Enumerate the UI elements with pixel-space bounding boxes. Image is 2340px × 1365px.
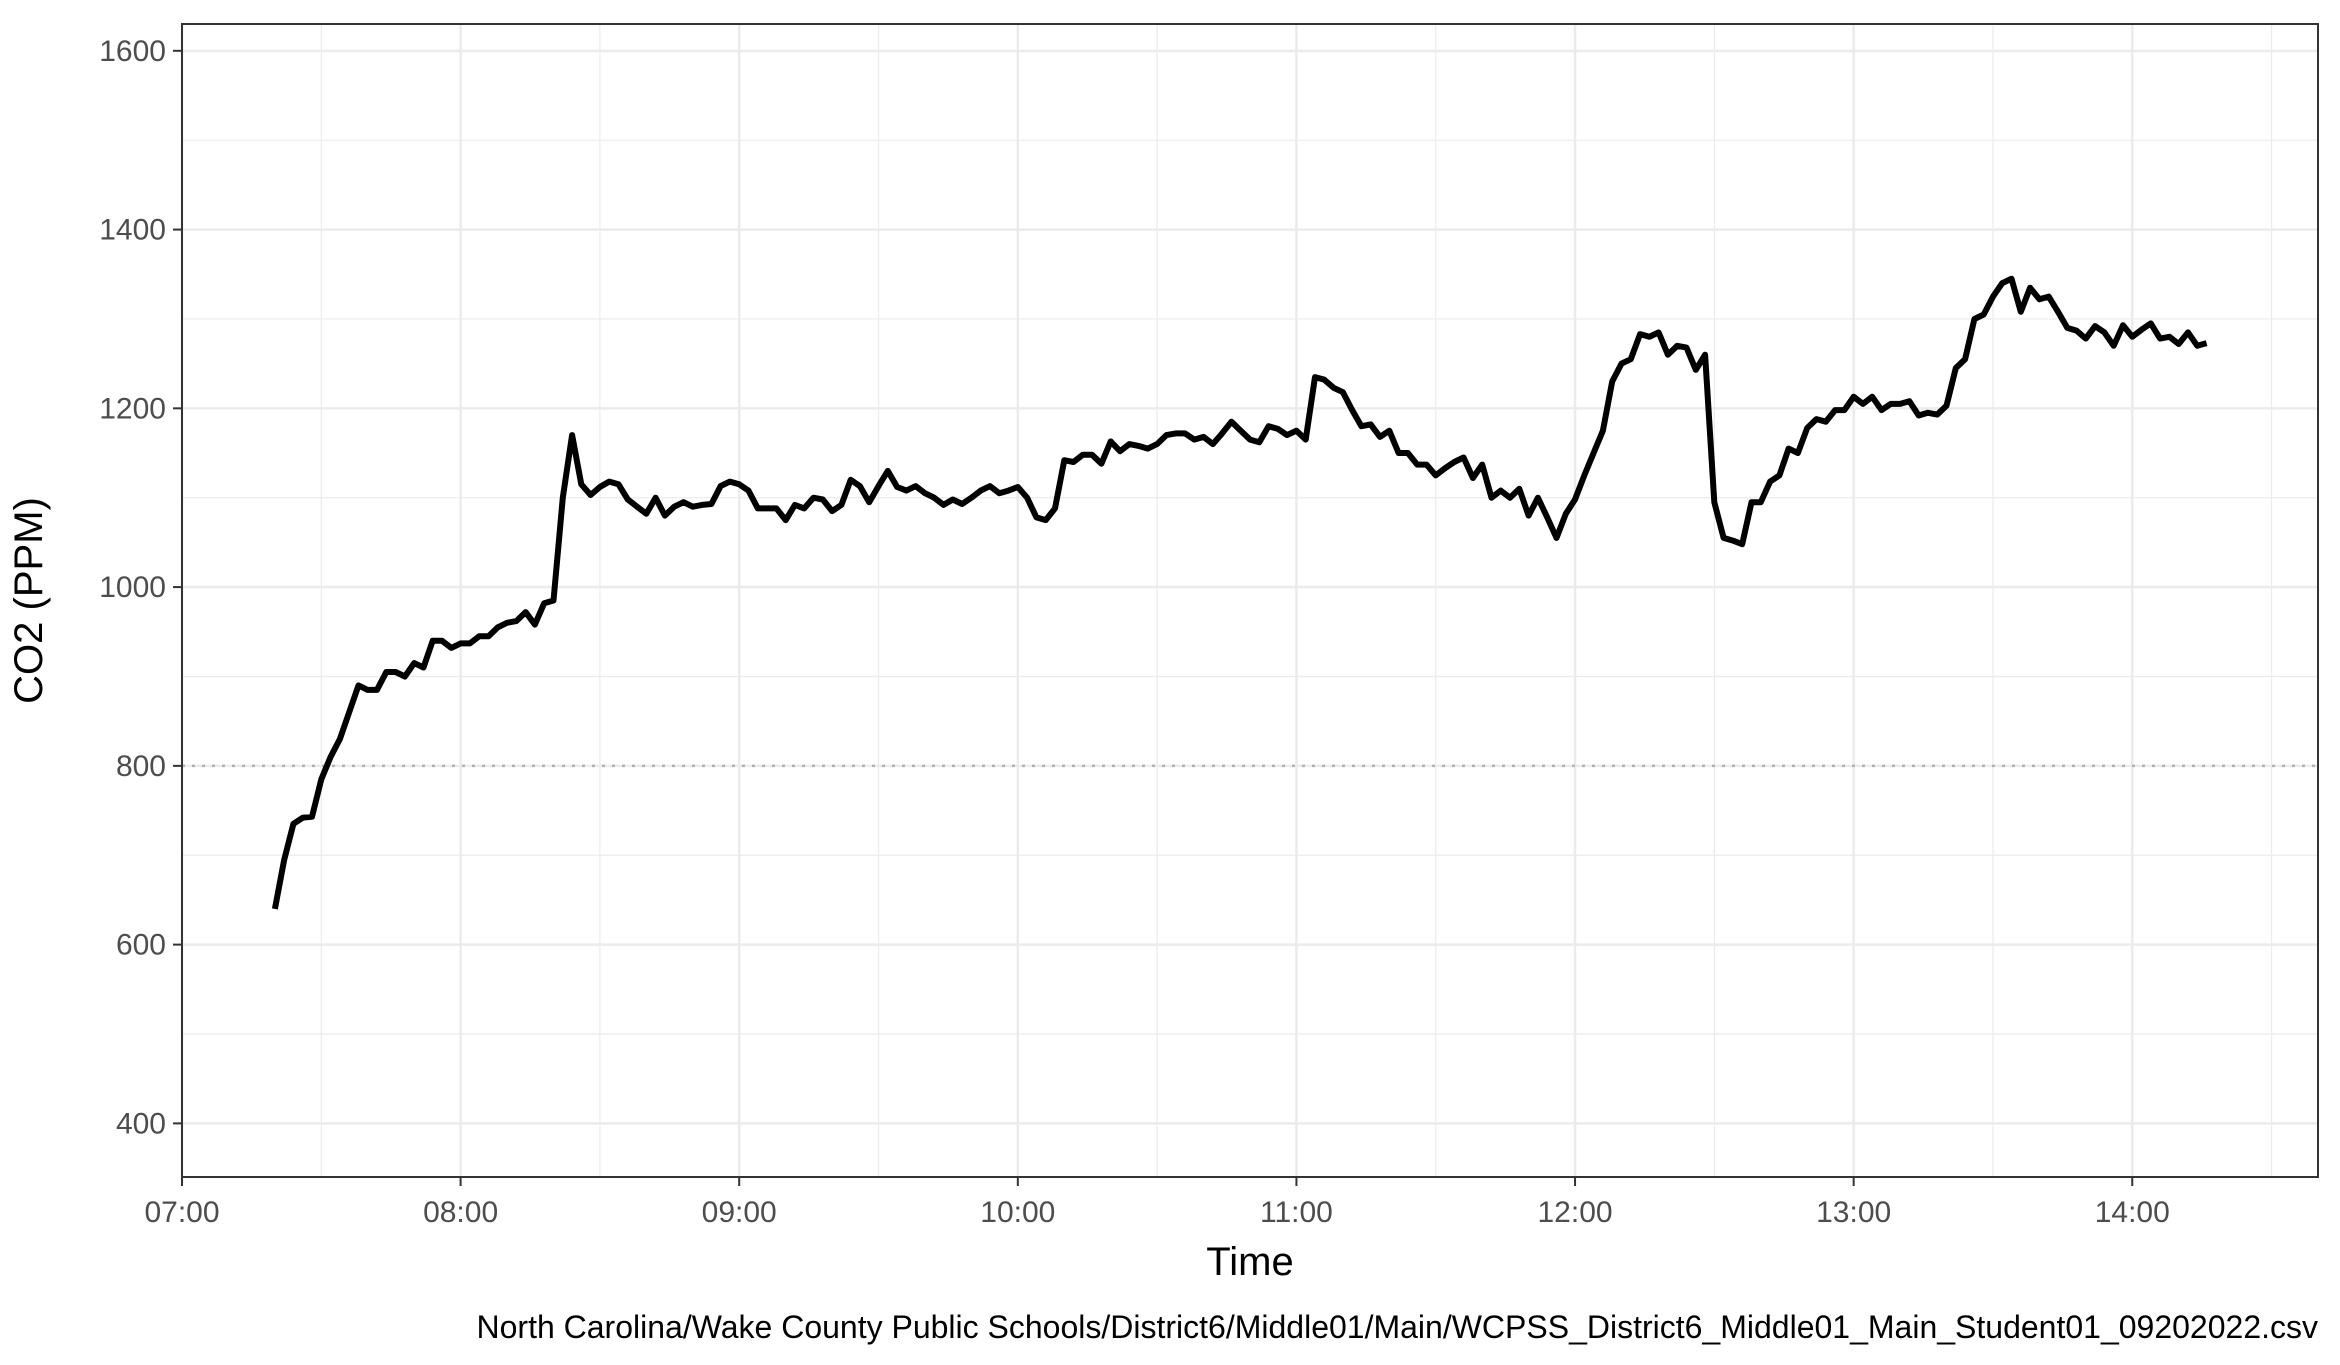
y-axis: 400 600 800 1000 1200 1400 1600 xyxy=(99,35,182,1140)
x-tick-label: 09:00 xyxy=(702,1196,777,1229)
y-tick-label: 1600 xyxy=(99,35,166,68)
y-axis-title: CO2 (PPM) xyxy=(7,497,51,704)
y-tick-label: 400 xyxy=(116,1107,166,1140)
x-tick-label: 10:00 xyxy=(980,1196,1055,1229)
caption-file-path: North Carolina/Wake County Public School… xyxy=(477,1309,2319,1345)
y-tick-label: 800 xyxy=(116,750,166,783)
y-tick-label: 1400 xyxy=(99,214,166,247)
panel-border xyxy=(181,23,2319,1178)
major-gridlines xyxy=(180,24,2318,1177)
y-tick-label: 1000 xyxy=(99,571,166,604)
y-tick-label: 1200 xyxy=(99,392,166,425)
x-tick-label: 08:00 xyxy=(423,1196,498,1229)
x-tick-label: 13:00 xyxy=(1816,1196,1891,1229)
x-tick-label: 07:00 xyxy=(144,1196,219,1229)
x-tick-label: 12:00 xyxy=(1538,1196,1613,1229)
x-tick-label: 14:00 xyxy=(2095,1196,2170,1229)
y-tick-label: 600 xyxy=(116,929,166,962)
x-axis: 07:00 08:00 09:00 10:00 11:00 12:00 13:00 14:00 xyxy=(144,1177,2170,1229)
minor-gridlines xyxy=(182,24,2318,1177)
x-tick-label: 11:00 xyxy=(1260,1196,1333,1229)
series-line-co2 xyxy=(271,275,2208,910)
x-axis-title: Time xyxy=(1206,1240,1293,1284)
